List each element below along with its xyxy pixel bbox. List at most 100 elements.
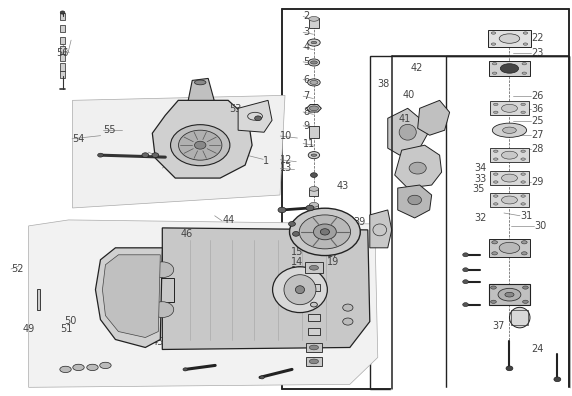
- Text: 18: 18: [291, 233, 303, 243]
- Ellipse shape: [309, 265, 319, 270]
- Text: 50: 50: [65, 316, 77, 326]
- Ellipse shape: [494, 111, 498, 113]
- Text: 13: 13: [280, 164, 292, 173]
- Text: 14: 14: [291, 257, 303, 267]
- Text: 45: 45: [152, 337, 164, 347]
- Ellipse shape: [523, 43, 528, 45]
- Ellipse shape: [502, 196, 518, 204]
- Ellipse shape: [505, 292, 514, 297]
- Text: 6: 6: [303, 74, 309, 85]
- Ellipse shape: [73, 364, 84, 371]
- Ellipse shape: [494, 195, 498, 197]
- Ellipse shape: [308, 59, 320, 66]
- Ellipse shape: [522, 63, 527, 65]
- Ellipse shape: [521, 111, 526, 113]
- Bar: [370, 55, 569, 389]
- Ellipse shape: [311, 61, 317, 64]
- Ellipse shape: [503, 127, 517, 133]
- Text: 1: 1: [263, 156, 269, 166]
- Text: 38: 38: [378, 78, 390, 89]
- Ellipse shape: [278, 207, 286, 213]
- Text: 16: 16: [291, 266, 303, 276]
- Text: 40: 40: [403, 89, 415, 100]
- Text: 22: 22: [531, 33, 544, 43]
- Bar: [309, 188, 319, 196]
- Polygon shape: [152, 100, 252, 178]
- Ellipse shape: [523, 300, 529, 303]
- Bar: [151, 278, 174, 301]
- Polygon shape: [395, 145, 442, 188]
- Polygon shape: [489, 284, 530, 305]
- Text: 52: 52: [11, 264, 23, 274]
- Polygon shape: [489, 239, 530, 257]
- Text: 15: 15: [291, 248, 303, 257]
- Ellipse shape: [408, 195, 422, 205]
- Polygon shape: [370, 210, 392, 248]
- Ellipse shape: [494, 158, 498, 160]
- Ellipse shape: [491, 43, 496, 45]
- Ellipse shape: [194, 80, 206, 85]
- Ellipse shape: [491, 32, 496, 34]
- Ellipse shape: [309, 202, 319, 207]
- Ellipse shape: [500, 64, 519, 73]
- Ellipse shape: [521, 158, 526, 160]
- Text: 11: 11: [303, 139, 315, 148]
- Ellipse shape: [311, 154, 317, 156]
- Ellipse shape: [309, 187, 319, 191]
- Bar: [59, 36, 65, 44]
- Polygon shape: [29, 220, 378, 387]
- Ellipse shape: [309, 106, 319, 111]
- Polygon shape: [388, 109, 430, 155]
- Text: 26: 26: [531, 91, 544, 101]
- Text: 2: 2: [303, 11, 309, 21]
- Ellipse shape: [521, 203, 526, 205]
- Polygon shape: [398, 185, 432, 218]
- Polygon shape: [418, 100, 450, 135]
- Polygon shape: [490, 193, 529, 207]
- Polygon shape: [238, 100, 272, 132]
- Ellipse shape: [521, 150, 526, 152]
- Ellipse shape: [523, 32, 528, 34]
- Ellipse shape: [494, 181, 498, 183]
- Ellipse shape: [194, 141, 206, 149]
- Ellipse shape: [492, 63, 497, 65]
- Text: 27: 27: [531, 130, 544, 140]
- Text: 47: 47: [121, 311, 133, 322]
- Text: 33: 33: [474, 174, 487, 184]
- Ellipse shape: [255, 116, 261, 121]
- Text: 53: 53: [229, 104, 241, 114]
- Text: 55: 55: [104, 125, 116, 135]
- Text: 21: 21: [291, 221, 303, 230]
- Polygon shape: [307, 105, 321, 112]
- Ellipse shape: [311, 41, 317, 44]
- Ellipse shape: [295, 286, 304, 293]
- Ellipse shape: [409, 162, 426, 174]
- Ellipse shape: [60, 11, 65, 14]
- Text: 10: 10: [280, 131, 292, 141]
- Ellipse shape: [502, 105, 518, 112]
- Ellipse shape: [306, 205, 314, 211]
- Ellipse shape: [510, 307, 530, 328]
- Ellipse shape: [320, 229, 329, 235]
- Text: 48: 48: [109, 288, 121, 298]
- Ellipse shape: [151, 262, 174, 278]
- Bar: [308, 284, 320, 291]
- Text: 51: 51: [61, 324, 73, 334]
- Bar: [60, 46, 65, 53]
- Text: 44: 44: [222, 215, 235, 225]
- Bar: [306, 343, 322, 352]
- Ellipse shape: [284, 275, 316, 305]
- Text: 28: 28: [531, 144, 544, 154]
- Bar: [308, 314, 320, 321]
- Ellipse shape: [289, 208, 360, 255]
- Ellipse shape: [521, 173, 526, 175]
- Bar: [59, 25, 65, 32]
- Bar: [37, 289, 40, 310]
- Ellipse shape: [309, 345, 319, 350]
- Bar: [309, 18, 319, 28]
- Ellipse shape: [498, 288, 521, 301]
- Text: 9: 9: [303, 121, 309, 131]
- Ellipse shape: [309, 17, 319, 21]
- Text: 35: 35: [472, 183, 485, 194]
- Ellipse shape: [522, 241, 527, 244]
